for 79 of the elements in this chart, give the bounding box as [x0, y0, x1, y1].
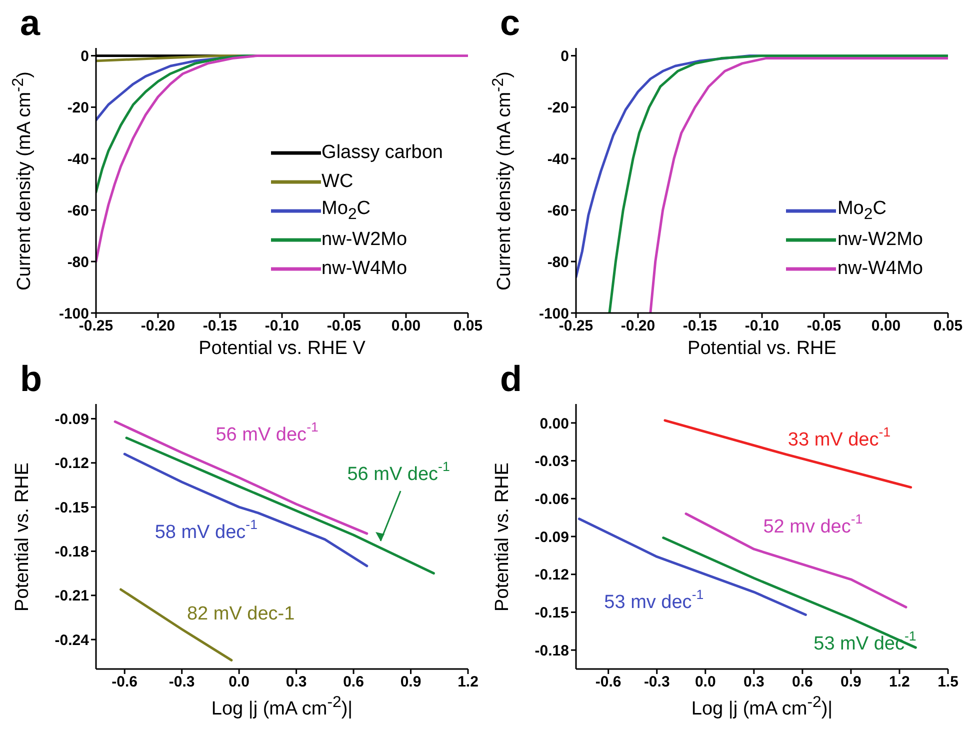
x-axis-title: Potential vs. RHE V: [198, 338, 366, 360]
y-tick-label: 0: [560, 48, 569, 66]
x-tick-label: -0.25: [558, 318, 594, 335]
y-tick-label: -0.21: [54, 588, 89, 605]
x-tick-label: 0.9: [840, 674, 862, 691]
legend-label: nw-W4Mo: [322, 258, 408, 280]
series-label: 58 mV dec$^{-1}$: [154, 516, 258, 543]
y-tick-label: 0: [80, 48, 89, 66]
x-tick-label: -0.20: [140, 318, 176, 335]
chart-title: a: [20, 2, 40, 44]
x-axis-title: Log |j (mA cm$^{-2}$)|: [691, 694, 833, 720]
y-tick-label: -20: [547, 100, 569, 116]
y-tick-label: -0.15: [534, 604, 569, 622]
y-tick-label: -80: [547, 254, 569, 271]
x-tick-label: 0.6: [343, 674, 364, 691]
series-label: 56 mV dec$^{-1}$: [216, 420, 318, 446]
x-tick-label: -0.6: [595, 674, 622, 691]
y-tick-label: 0.00: [540, 415, 569, 432]
line-series: [123, 452, 368, 568]
y-tick-label: -60: [67, 202, 89, 220]
x-tick-label: -0.3: [644, 674, 670, 691]
x-tick-label: 0.05: [453, 318, 483, 335]
y-tick-label: -40: [547, 150, 569, 168]
legend-label: Mo$_{2}$C: [322, 198, 370, 224]
y-tick-label: -80: [67, 254, 89, 271]
x-tick-label: 0.6: [792, 674, 813, 691]
x-tick-label: -0.15: [682, 318, 718, 335]
y-tick-label: -0.18: [54, 544, 89, 561]
x-tick-label: -0.6: [112, 674, 138, 691]
y-axis-title: Potential vs. RHE: [492, 462, 514, 611]
x-axis-title: Log |j (mA cm$^{-2}$)|: [211, 694, 353, 720]
chart-title: c: [500, 2, 520, 44]
series-label: 33 mV dec$^{-1}$: [788, 424, 891, 450]
y-tick-label: -0.24: [54, 632, 90, 649]
y-tick-label: -0.09: [54, 411, 89, 428]
x-tick-label: -0.05: [806, 318, 842, 335]
y-tick-label: -0.09: [534, 528, 569, 546]
legend-label: Glassy carbon: [322, 142, 443, 164]
legend-label: nw-W4Mo: [837, 258, 923, 280]
x-tick-label: -0.3: [168, 674, 195, 691]
y-tick-label: -0.18: [534, 642, 569, 660]
legend-label: nw-W2Mo: [837, 228, 923, 250]
x-axis-title: Potential vs. RHE: [688, 338, 836, 360]
series-label: 82 mV dec-1: [186, 603, 295, 624]
x-tick-label: 0.00: [391, 318, 421, 335]
x-tick-label: -0.15: [202, 318, 238, 335]
x-tick-label: -0.10: [264, 318, 300, 335]
x-tick-label: 0.9: [400, 674, 422, 691]
line-series: [662, 536, 917, 649]
x-tick-label: -0.25: [78, 318, 114, 335]
x-tick-label: -0.10: [744, 318, 780, 335]
y-tick-label: -0.06: [534, 490, 569, 508]
legend-label: nw-W2Mo: [322, 228, 408, 250]
x-tick-label: 1.2: [889, 674, 910, 691]
y-tick-label: -40: [67, 150, 89, 168]
y-tick-label: -0.03: [534, 453, 569, 470]
chart-title: d: [500, 358, 522, 400]
x-tick-label: -0.20: [620, 318, 656, 335]
x-tick-label: 1.2: [458, 674, 478, 691]
x-tick-label: 0.00: [871, 318, 901, 335]
y-tick-label: -0.12: [54, 455, 89, 472]
x-tick-label: 0.0: [694, 674, 716, 691]
series-label: 52 mv dec$^{-1}$: [763, 511, 863, 538]
x-tick-label: -0.05: [326, 318, 362, 335]
legend-label: WC: [322, 170, 354, 192]
x-tick-label: 0.3: [286, 674, 307, 691]
y-tick-label: -60: [547, 202, 569, 220]
y-tick-label: -20: [67, 100, 89, 116]
text: 56 mV dec$^{-1}$: [347, 459, 450, 486]
x-tick-label: 0.0: [228, 674, 250, 691]
y-tick-label: -0.15: [54, 499, 89, 516]
x-tick-label: 0.05: [933, 318, 963, 335]
chart-title: b: [20, 358, 42, 400]
y-axis-title: Potential vs. RHE: [12, 462, 34, 611]
series-label: 53 mv dec$^{-1}$: [604, 587, 704, 614]
x-tick-label: 1.5: [938, 674, 958, 691]
x-tick-label: 0.3: [743, 674, 764, 691]
y-tick-label: -0.12: [534, 566, 569, 584]
legend-label: Mo$_{2}$C: [837, 198, 886, 224]
